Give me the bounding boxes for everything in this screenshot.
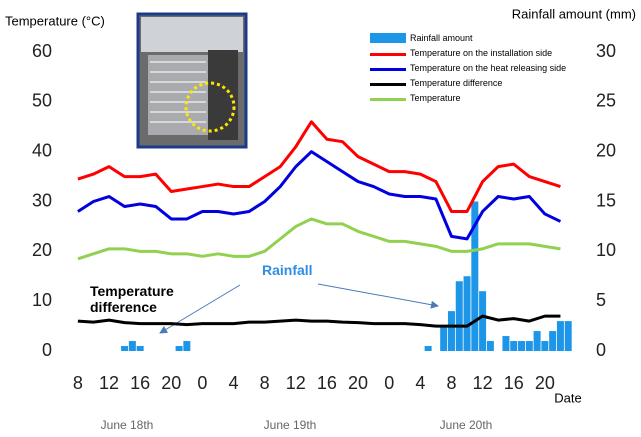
y2-tick-label: 10: [596, 240, 616, 260]
legend-item: Rainfall amount: [370, 33, 570, 43]
legend-label: Temperature on the heat releasing side: [410, 63, 566, 73]
bar: [176, 346, 183, 351]
bar: [425, 346, 432, 351]
y2-tick-label: 0: [596, 340, 606, 360]
annotation: Temperature difference: [90, 283, 200, 315]
x-tick-label: 16: [130, 373, 150, 393]
legend-swatch: [370, 83, 406, 86]
bar: [121, 346, 128, 351]
x-tick-label: 16: [504, 373, 524, 393]
photo-inset: [138, 14, 246, 147]
y-tick-label: 60: [32, 41, 52, 61]
y2-axis-title: Rainfall amount (mm): [512, 6, 636, 21]
y-tick-label: 40: [32, 140, 52, 160]
line-series: [78, 316, 561, 326]
bar: [487, 341, 494, 351]
bar: [183, 341, 190, 351]
x-tick-label: 8: [446, 373, 456, 393]
legend-item: Temperature: [370, 93, 570, 103]
chart-page: Temperature (°C) Rainfall amount (mm) Da…: [0, 0, 641, 437]
x-tick-label: 20: [161, 373, 181, 393]
date-label: June 19th: [264, 418, 317, 432]
x-tick-label: 8: [260, 373, 270, 393]
legend-item: Temperature on the heat releasing side: [370, 63, 570, 73]
bar: [129, 341, 136, 351]
x-axis-title: Date: [554, 390, 581, 405]
legend-label: Rainfall amount: [410, 33, 473, 43]
x-tick-label: 4: [229, 373, 239, 393]
x-tick-label: 12: [99, 373, 119, 393]
bar: [456, 281, 463, 351]
bar: [448, 311, 455, 351]
bar: [534, 331, 541, 351]
y-tick-label: 30: [32, 190, 52, 210]
bar: [502, 336, 509, 351]
legend-label: Temperature: [410, 93, 461, 103]
date-label: June 18th: [101, 418, 154, 432]
legend-swatch: [370, 53, 406, 56]
bar: [549, 331, 556, 351]
bar: [565, 321, 572, 351]
bar: [479, 291, 486, 351]
y-tick-label: 10: [32, 290, 52, 310]
bar: [464, 276, 471, 351]
date-label: June 20th: [440, 418, 493, 432]
x-tick-label: 20: [348, 373, 368, 393]
bar: [510, 341, 517, 351]
annotation: Rainfall: [262, 262, 313, 278]
x-tick-label: 8: [73, 373, 83, 393]
bar: [541, 341, 548, 351]
y2-tick-label: 15: [596, 190, 616, 210]
legend-item: Temperature difference: [370, 78, 570, 88]
x-tick-label: 20: [535, 373, 555, 393]
y2-tick-label: 25: [596, 91, 616, 111]
legend-label: Temperature difference: [410, 78, 502, 88]
bar: [557, 321, 564, 351]
legend-item: Temperature on the installation side: [370, 48, 570, 58]
annotation-arrow: [318, 284, 438, 306]
y2-tick-label: 20: [596, 140, 616, 160]
x-tick-label: 0: [197, 373, 207, 393]
y-tick-label: 20: [32, 240, 52, 260]
x-tick-label: 16: [317, 373, 337, 393]
line-series: [78, 152, 561, 239]
y2-tick-label: 5: [596, 290, 606, 310]
x-tick-label: 0: [384, 373, 394, 393]
bar: [440, 326, 447, 351]
x-tick-label: 4: [415, 373, 425, 393]
line-series: [78, 219, 561, 259]
y2-tick-label: 30: [596, 41, 616, 61]
legend: Rainfall amount Temperature on the instal…: [370, 33, 570, 108]
x-tick-label: 12: [473, 373, 493, 393]
legend-swatch: [370, 33, 406, 43]
y-axis-title: Temperature (°C): [5, 13, 105, 28]
legend-label: Temperature on the installation side: [410, 48, 552, 58]
bar: [526, 341, 533, 351]
x-tick-label: 12: [286, 373, 306, 393]
legend-swatch: [370, 68, 406, 71]
bar: [518, 341, 525, 351]
legend-swatch: [370, 98, 406, 101]
bar: [137, 346, 144, 351]
y-tick-label: 50: [32, 91, 52, 111]
y-tick-label: 0: [42, 340, 52, 360]
